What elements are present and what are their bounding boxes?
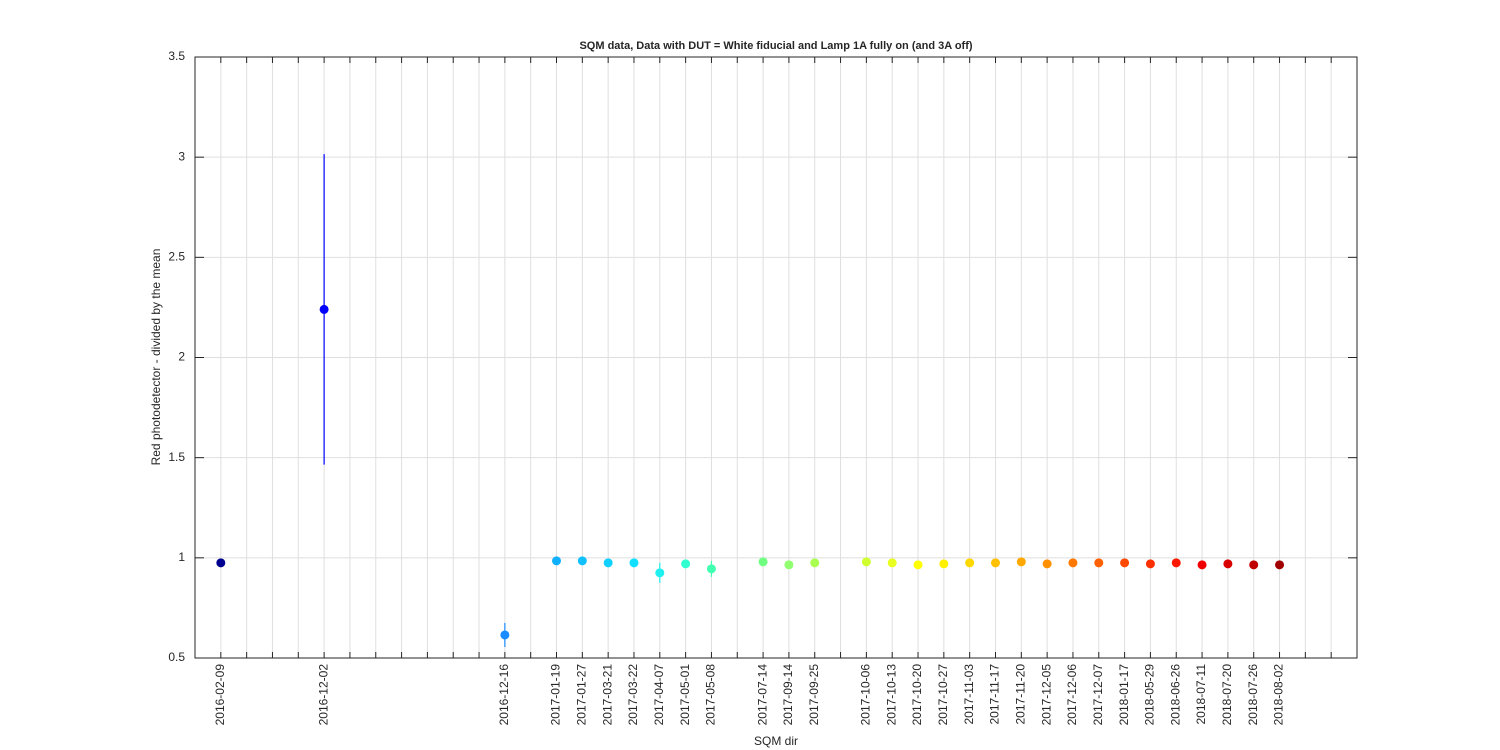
x-axis-label: SQM dir: [754, 734, 798, 748]
x-tick-label: 2016-12-16: [497, 664, 511, 726]
y-tick-label: 2.5: [168, 250, 185, 264]
x-tick-label: 2017-01-19: [549, 664, 563, 726]
data-point: [629, 558, 639, 568]
data-point: [1094, 558, 1104, 568]
data-point: [887, 558, 897, 568]
y-tick-label: 1.5: [168, 450, 185, 464]
x-tick-label: 2018-05-29: [1143, 664, 1157, 726]
x-tick-label: 2017-11-03: [962, 664, 976, 725]
data-point: [319, 304, 329, 314]
x-tick-label: 2016-12-02: [316, 664, 330, 726]
x-tick-label: 2017-11-20: [1013, 664, 1027, 725]
x-tick-label: 2017-10-27: [936, 664, 950, 726]
data-point: [1042, 559, 1052, 569]
data-point: [913, 560, 923, 570]
data-point: [758, 557, 768, 567]
y-tick-label: 0.5: [168, 650, 185, 664]
x-tick-label: 2017-03-22: [626, 664, 640, 726]
data-point: [706, 564, 716, 574]
data-point: [216, 558, 226, 568]
x-tick-label: 2017-10-13: [884, 664, 898, 726]
x-tick-label: 2017-12-07: [1091, 664, 1105, 726]
x-tick-label: 2017-09-25: [807, 664, 821, 726]
x-tick-label: 2018-01-17: [1117, 664, 1131, 726]
x-tick-label: 2017-05-01: [678, 664, 692, 726]
y-tick-label: 2: [178, 350, 185, 364]
data-point: [1145, 559, 1155, 569]
x-tick-label: 2017-01-27: [575, 664, 589, 726]
y-tick-label: 3: [178, 149, 185, 163]
data-point: [965, 558, 975, 568]
data-point: [1016, 557, 1026, 567]
x-tick-label: 2017-04-07: [652, 664, 666, 726]
x-tick-label: 2018-07-20: [1220, 664, 1234, 726]
data-point: [784, 560, 794, 570]
x-tick-label: 2017-11-17: [988, 664, 1002, 725]
x-tick-label: 2018-08-02: [1272, 664, 1286, 726]
data-point: [990, 558, 1000, 568]
data-point: [655, 568, 665, 578]
y-tick-label: 1: [178, 550, 185, 564]
data-point: [810, 558, 820, 568]
x-tick-label: 2016-02-09: [213, 664, 227, 726]
x-tick-label: 2017-10-20: [910, 664, 924, 726]
data-point: [603, 558, 613, 568]
data-point: [1275, 560, 1285, 570]
x-tick-label: 2017-12-05: [1039, 664, 1053, 726]
data-point: [577, 556, 587, 566]
x-tick-label: 2017-05-08: [704, 664, 718, 726]
data-point: [552, 556, 562, 566]
x-tick-label: 2018-07-11: [1194, 664, 1208, 725]
x-tick-label: 2017-12-06: [1065, 664, 1079, 726]
x-tick-label: 2018-06-26: [1168, 664, 1182, 726]
data-point: [1197, 560, 1207, 570]
chart-title: SQM data, Data with DUT = White fiducial…: [579, 40, 972, 52]
data-point: [1249, 560, 1259, 570]
data-point: [1223, 559, 1233, 569]
plot-frame: [194, 56, 1358, 659]
x-tick-label: 2017-07-14: [755, 664, 769, 726]
data-point: [500, 630, 510, 640]
x-tick-label: 2018-07-26: [1246, 664, 1260, 726]
data-point: [1068, 558, 1078, 568]
data-point: [681, 559, 691, 569]
x-tick-label: 2017-09-14: [781, 664, 795, 726]
x-tick-label: 2017-10-06: [859, 664, 873, 726]
y-axis-label: Red photodetector - divided by the mean: [149, 249, 163, 466]
y-tick-label: 3.5: [168, 49, 185, 63]
x-tick-label: 2017-03-21: [600, 664, 614, 726]
data-point: [861, 557, 871, 567]
data-point: [939, 559, 949, 569]
data-point: [1120, 558, 1130, 568]
data-point: [1171, 558, 1181, 568]
